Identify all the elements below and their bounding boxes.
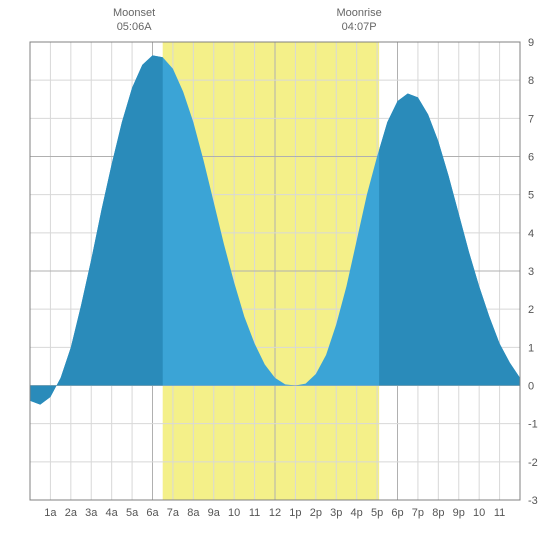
y-tick-label: -1 [528, 419, 538, 431]
y-tick-label: 9 [528, 37, 534, 49]
y-tick-label: 8 [528, 75, 534, 87]
x-tick-label: 4a [106, 507, 119, 519]
chart-svg: 1a2a3a4a5a6a7a8a9a1011121p2p3p4p5p6p7p8p… [0, 0, 550, 550]
x-tick-label: 6p [391, 507, 403, 519]
y-tick-label: 6 [528, 152, 534, 164]
x-tick-label: 9a [208, 507, 221, 519]
y-tick-label: 2 [528, 304, 534, 316]
x-tick-label: 3a [85, 507, 98, 519]
x-tick-label: 3p [330, 507, 342, 519]
y-tick-label: 5 [528, 190, 534, 202]
x-tick-label: 10 [473, 507, 485, 519]
x-tick-label: 9p [453, 507, 465, 519]
x-tick-label: 2p [310, 507, 322, 519]
x-tick-label: 7a [167, 507, 180, 519]
moonrise-annotation: Moonrise04:07P [319, 6, 399, 35]
x-tick-label: 10 [228, 507, 240, 519]
x-tick-label: 5p [371, 507, 383, 519]
tide-chart: 1a2a3a4a5a6a7a8a9a1011121p2p3p4p5p6p7p8p… [0, 0, 550, 550]
y-tick-label: 1 [528, 342, 534, 354]
x-tick-label: 12 [269, 507, 281, 519]
x-tick-label: 11 [494, 507, 505, 519]
x-tick-label: 4p [351, 507, 363, 519]
x-tick-label: 6a [146, 507, 159, 519]
annotation-title: Moonrise [319, 6, 399, 20]
annotation-time: 04:07P [319, 20, 399, 34]
y-tick-label: 7 [528, 113, 534, 125]
x-tick-label: 1a [44, 507, 57, 519]
y-tick-label: 0 [528, 381, 534, 393]
y-tick-label: -2 [528, 457, 538, 469]
annotation-title: Moonset [94, 6, 174, 20]
x-tick-label: 8a [187, 507, 200, 519]
y-tick-label: -3 [528, 495, 538, 507]
x-tick-label: 1p [289, 507, 301, 519]
x-tick-label: 7p [412, 507, 424, 519]
y-tick-label: 4 [528, 228, 534, 240]
annotation-time: 05:06A [94, 20, 174, 34]
x-tick-label: 8p [432, 507, 444, 519]
x-tick-label: 2a [65, 507, 78, 519]
moonset-annotation: Moonset05:06A [94, 6, 174, 35]
y-tick-label: 3 [528, 266, 534, 278]
x-tick-label: 5a [126, 507, 139, 519]
x-tick-label: 11 [249, 507, 260, 519]
